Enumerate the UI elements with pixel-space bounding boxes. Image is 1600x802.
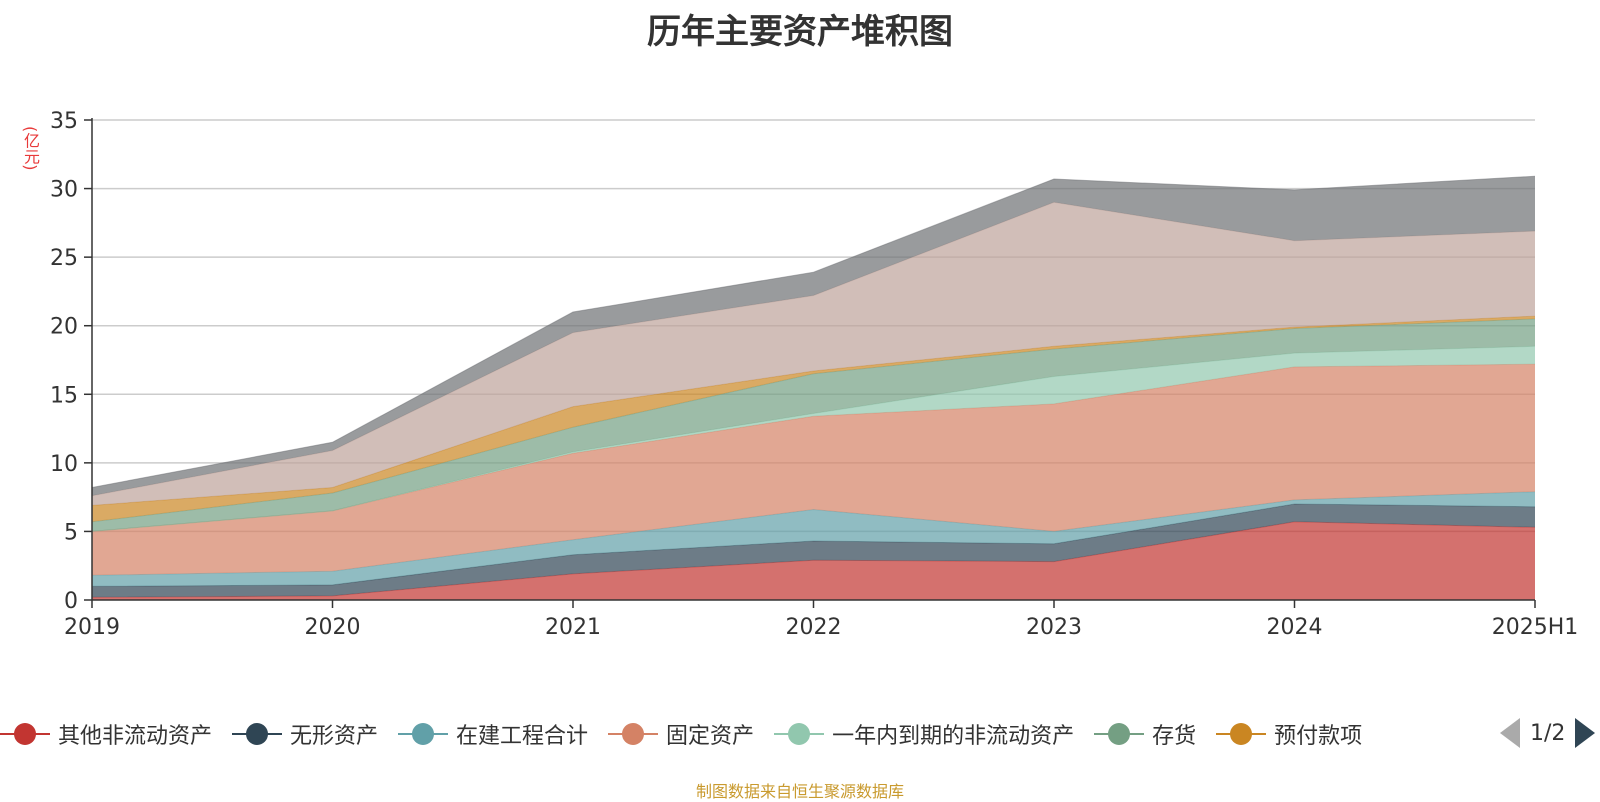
y-axis-unit-label: (亿元) <box>21 125 40 171</box>
legend-label: 固定资产 <box>666 724 755 749</box>
area-series-edge-8 <box>91 175 1536 488</box>
y-tick-label: 5 <box>64 520 78 545</box>
legend-marker-icon <box>398 723 449 745</box>
y-tick-label: 25 <box>50 246 78 271</box>
x-tick-label: 2021 <box>545 615 601 640</box>
y-tick-label: 10 <box>50 452 78 477</box>
stacked-area-chart: 0 5 10 15 20 25 30 35 2019 2020 2021 2022 2023 2024 20… <box>50 109 1578 640</box>
x-tick-label: 2022 <box>786 615 842 640</box>
legend-label: 无形资产 <box>290 724 379 749</box>
legend-label: 在建工程合计 <box>456 724 589 749</box>
x-tick-label: 2020 <box>305 615 361 640</box>
area-series-1[interactable] <box>92 504 1535 598</box>
area-series-3[interactable] <box>92 364 1535 576</box>
legend-item[interactable]: 在建工程合计 <box>398 718 588 750</box>
data-source-note: 制图数据来自恒生聚源数据库 <box>695 782 904 801</box>
area-series-layer <box>91 175 1536 600</box>
y-tick-label: 15 <box>50 383 78 408</box>
legend-label: 预付款项 <box>1274 724 1363 749</box>
x-tick-label: 2024 <box>1267 615 1323 640</box>
area-series-8[interactable] <box>92 176 1535 496</box>
legend-label: 存货 <box>1152 724 1197 749</box>
area-series-2[interactable] <box>92 491 1535 587</box>
legend-label: 一年内到期的非流动资产 <box>832 724 1075 749</box>
legend-marker-icon <box>1216 723 1267 745</box>
y-tick-label: 20 <box>50 315 78 340</box>
y-tick-label: 35 <box>50 109 78 134</box>
legend-item[interactable]: 存货 <box>1094 718 1196 750</box>
legend-marker-icon <box>0 723 50 745</box>
x-tick-label: 2019 <box>64 615 120 640</box>
legend-item[interactable]: 无形资产 <box>232 718 378 750</box>
area-series-5[interactable] <box>92 318 1535 532</box>
legend-marker-icon <box>232 723 283 745</box>
area-series-0[interactable] <box>92 521 1535 600</box>
x-tick-label: 2025H1 <box>1492 615 1579 640</box>
legend-pager: 1/2 <box>1500 718 1596 748</box>
chart-title: 历年主要资产堆积图 <box>647 12 953 52</box>
legend-item[interactable]: 其他非流动资产 <box>0 718 212 750</box>
y-tick-label: 30 <box>50 178 78 203</box>
area-series-6[interactable] <box>92 316 1535 522</box>
legend-marker-icon <box>608 723 659 745</box>
legend-page-indicator: 1/2 <box>1530 720 1566 746</box>
legend-item[interactable]: 预付款项 <box>1216 718 1362 750</box>
x-tick-label: 2023 <box>1026 615 1082 640</box>
triangle-left-icon[interactable] <box>1500 718 1520 748</box>
legend-label: 其他非流动资产 <box>58 724 213 749</box>
axes: 0 5 10 15 20 25 30 35 2019 2020 2021 2022 2023 2024 20… <box>50 109 1578 640</box>
legend-item[interactable]: 一年内到期的非流动资产 <box>774 718 1074 750</box>
legend-item[interactable]: 固定资产 <box>608 718 754 750</box>
area-series-4[interactable] <box>92 346 1535 532</box>
area-series-7[interactable] <box>92 202 1535 506</box>
legend: 其他非流动资产 无形资产 在建工程合计 固定资产 一年内到期的非流动资产 存货 预付款项 <box>0 716 1382 752</box>
triangle-right-icon[interactable] <box>1575 718 1596 748</box>
legend-marker-icon <box>774 723 825 745</box>
legend-marker-icon <box>1094 723 1145 745</box>
y-tick-label: 0 <box>64 589 78 614</box>
